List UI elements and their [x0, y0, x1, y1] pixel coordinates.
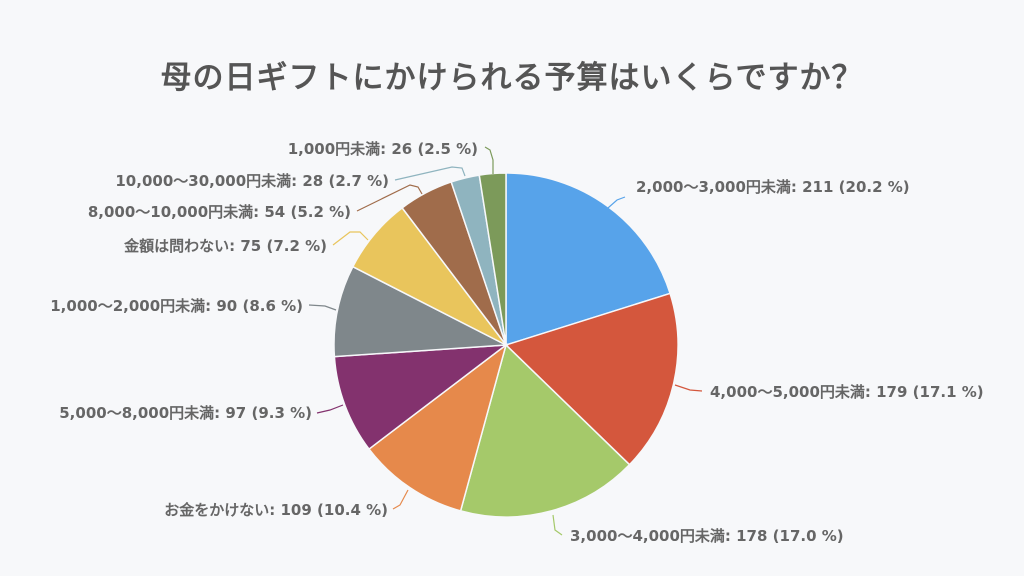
leader-line	[484, 146, 494, 174]
pie-slice	[505, 172, 672, 347]
chart-title: 母の日ギフトにかけられる予算はいくらですか？	[160, 60, 864, 96]
leader-line	[392, 489, 409, 510]
leader-line	[308, 304, 337, 311]
leader-lines	[308, 146, 703, 536]
leader-line	[356, 184, 423, 212]
pie-slice	[504, 292, 679, 466]
data-label: 4,000〜5,000円未満: 179 (17.1 %)	[710, 383, 984, 401]
leader-line	[599, 196, 626, 216]
data-labels: 2,000〜3,000円未満: 211 (20.2 %) 4,000〜5,000円…	[50, 140, 983, 545]
leader-line	[332, 231, 369, 246]
data-label: 2,000〜3,000円未満: 211 (20.2 %)	[636, 178, 910, 196]
leader-line	[316, 404, 344, 414]
leader-line	[394, 166, 466, 181]
data-label: 5,000〜8,000円未満: 97 (9.3 %)	[59, 404, 312, 422]
data-label: お金をかけない: 109 (10.4 %)	[164, 501, 388, 519]
pie-slice	[333, 344, 509, 451]
data-label: 10,000〜30,000円未満: 28 (2.7 %)	[115, 172, 389, 190]
data-label: 1,000〜2,000円未満: 90 (8.6 %)	[50, 297, 303, 315]
data-label: 1,000円未満: 26 (2.5 %)	[288, 140, 478, 158]
leader-line	[552, 514, 563, 536]
pie-slice	[459, 343, 631, 518]
pie-slices	[333, 172, 679, 518]
data-label: 金額は問わない: 75 (7.2 %)	[123, 237, 327, 255]
pie-slice	[333, 265, 509, 358]
leader-line	[674, 384, 703, 392]
data-label: 8,000〜10,000円未満: 54 (5.2 %)	[88, 203, 351, 221]
pie-slice	[367, 343, 508, 512]
data-label: 3,000〜4,000円未満: 178 (17.0 %)	[570, 527, 844, 545]
